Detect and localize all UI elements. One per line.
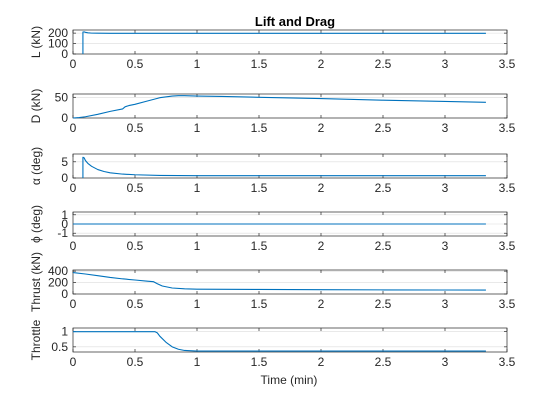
x-tick-label: 3.5 — [499, 121, 516, 135]
x-tick-label: 2 — [318, 121, 325, 135]
x-tick-label: 0 — [70, 57, 77, 71]
y-tick-label: 1 — [61, 325, 68, 339]
subplot-1-axes — [72, 29, 508, 55]
x-tick-label: 2.5 — [375, 121, 392, 135]
x-tick-label: 2.5 — [375, 355, 392, 369]
y-axis-label: ϕ (deg) — [29, 205, 43, 243]
x-tick-label: 0.5 — [127, 239, 144, 253]
subplot-2: 0 50 0 0.5 1 1.5 2 2.5 3 3.5 D (kN) — [29, 89, 516, 135]
subplot-3: 050 0.5 1 1.5 2 2.5 3 3.5α (deg) — [29, 147, 516, 195]
y-axis-label: L (kN) — [29, 26, 43, 58]
y-tick-label: 0 — [61, 217, 68, 231]
x-tick-label: 1.5 — [251, 57, 268, 71]
x-tick-label: 0 — [70, 355, 77, 369]
x-tick-label: 0.5 — [127, 181, 144, 195]
x-tick-label: 2 — [318, 297, 325, 311]
x-tick-label: 2.5 — [375, 297, 392, 311]
x-tick-label: 2 — [318, 355, 325, 369]
x-tick-label: 1 — [194, 57, 201, 71]
subplot-3-series-line — [82, 156, 486, 178]
x-tick-label: 1.5 — [251, 297, 268, 311]
y-tick-label: 0 — [61, 287, 68, 301]
y-tick-label: 0 — [61, 47, 68, 61]
x-tick-label: 0 — [70, 181, 77, 195]
y-tick-label: -1 — [57, 226, 68, 240]
x-tick-label: 0 — [70, 297, 77, 311]
y-tick-label: 0 — [61, 171, 68, 185]
chart-title: Lift and Drag — [255, 14, 335, 29]
y-tick-label: 0 — [61, 111, 68, 125]
x-tick-label: 2 — [318, 57, 325, 71]
y-axis-label: Thrust (kN) — [29, 252, 43, 312]
x-tick-label: 1.5 — [251, 239, 268, 253]
x-tick-label: 3 — [442, 121, 449, 135]
subplot-3-axes — [72, 153, 508, 179]
x-tick-label: 1.5 — [251, 121, 268, 135]
y-tick-label: 5 — [61, 155, 68, 169]
x-tick-label: 3.5 — [499, 355, 516, 369]
x-tick-label: 3 — [442, 239, 449, 253]
x-tick-label: 1.5 — [251, 355, 268, 369]
x-tick-label: 1.5 — [251, 181, 268, 195]
y-tick-label: 200 — [48, 26, 68, 40]
y-axis-label: α (deg) — [29, 147, 43, 185]
x-tick-label: 3 — [442, 355, 449, 369]
x-tick-label: 2 — [318, 181, 325, 195]
y-tick-label: 200 — [48, 276, 68, 290]
x-tick-label: 3.5 — [499, 239, 516, 253]
x-tick-label: 1 — [194, 297, 201, 311]
x-tick-label: 0 — [70, 121, 77, 135]
subplot-6-series-line — [73, 331, 486, 352]
y-tick-label: 50 — [55, 90, 69, 104]
subplot-2-series-line — [72, 95, 486, 119]
x-tick-label: 2 — [318, 239, 325, 253]
x-tick-label: 0.5 — [127, 57, 144, 71]
y-tick-label: 100 — [48, 37, 68, 51]
x-tick-label: 3 — [442, 57, 449, 71]
x-tick-label: 1 — [194, 355, 201, 369]
subplot-1-series-line — [82, 31, 486, 54]
x-tick-label: 0.5 — [127, 297, 144, 311]
x-tick-label: 1 — [194, 181, 201, 195]
x-tick-label: 0.5 — [127, 121, 144, 135]
y-axis-label: Throttle — [29, 319, 43, 360]
y-tick-label: 0.5 — [51, 340, 68, 354]
x-tick-label: 2.5 — [375, 239, 392, 253]
subplot-5-series-line — [72, 272, 486, 291]
x-tick-label: 1 — [194, 121, 201, 135]
x-tick-label: 1 — [194, 239, 201, 253]
x-tick-label: 3.5 — [499, 181, 516, 195]
x-tick-label: 3.5 — [499, 297, 516, 311]
x-tick-label: 2.5 — [375, 181, 392, 195]
x-axis-label: Time (min) — [261, 373, 318, 387]
x-tick-label: 2.5 — [375, 57, 392, 71]
y-axis-label: D (kN) — [29, 89, 43, 124]
x-tick-label: 0.5 — [127, 355, 144, 369]
x-tick-label: 3 — [442, 297, 449, 311]
y-tick-label: 1 — [61, 208, 68, 222]
x-tick-label: 0 — [70, 239, 77, 253]
x-tick-label: 3.5 — [499, 57, 516, 71]
x-tick-label: 3 — [442, 181, 449, 195]
y-tick-label: 400 — [48, 264, 68, 278]
